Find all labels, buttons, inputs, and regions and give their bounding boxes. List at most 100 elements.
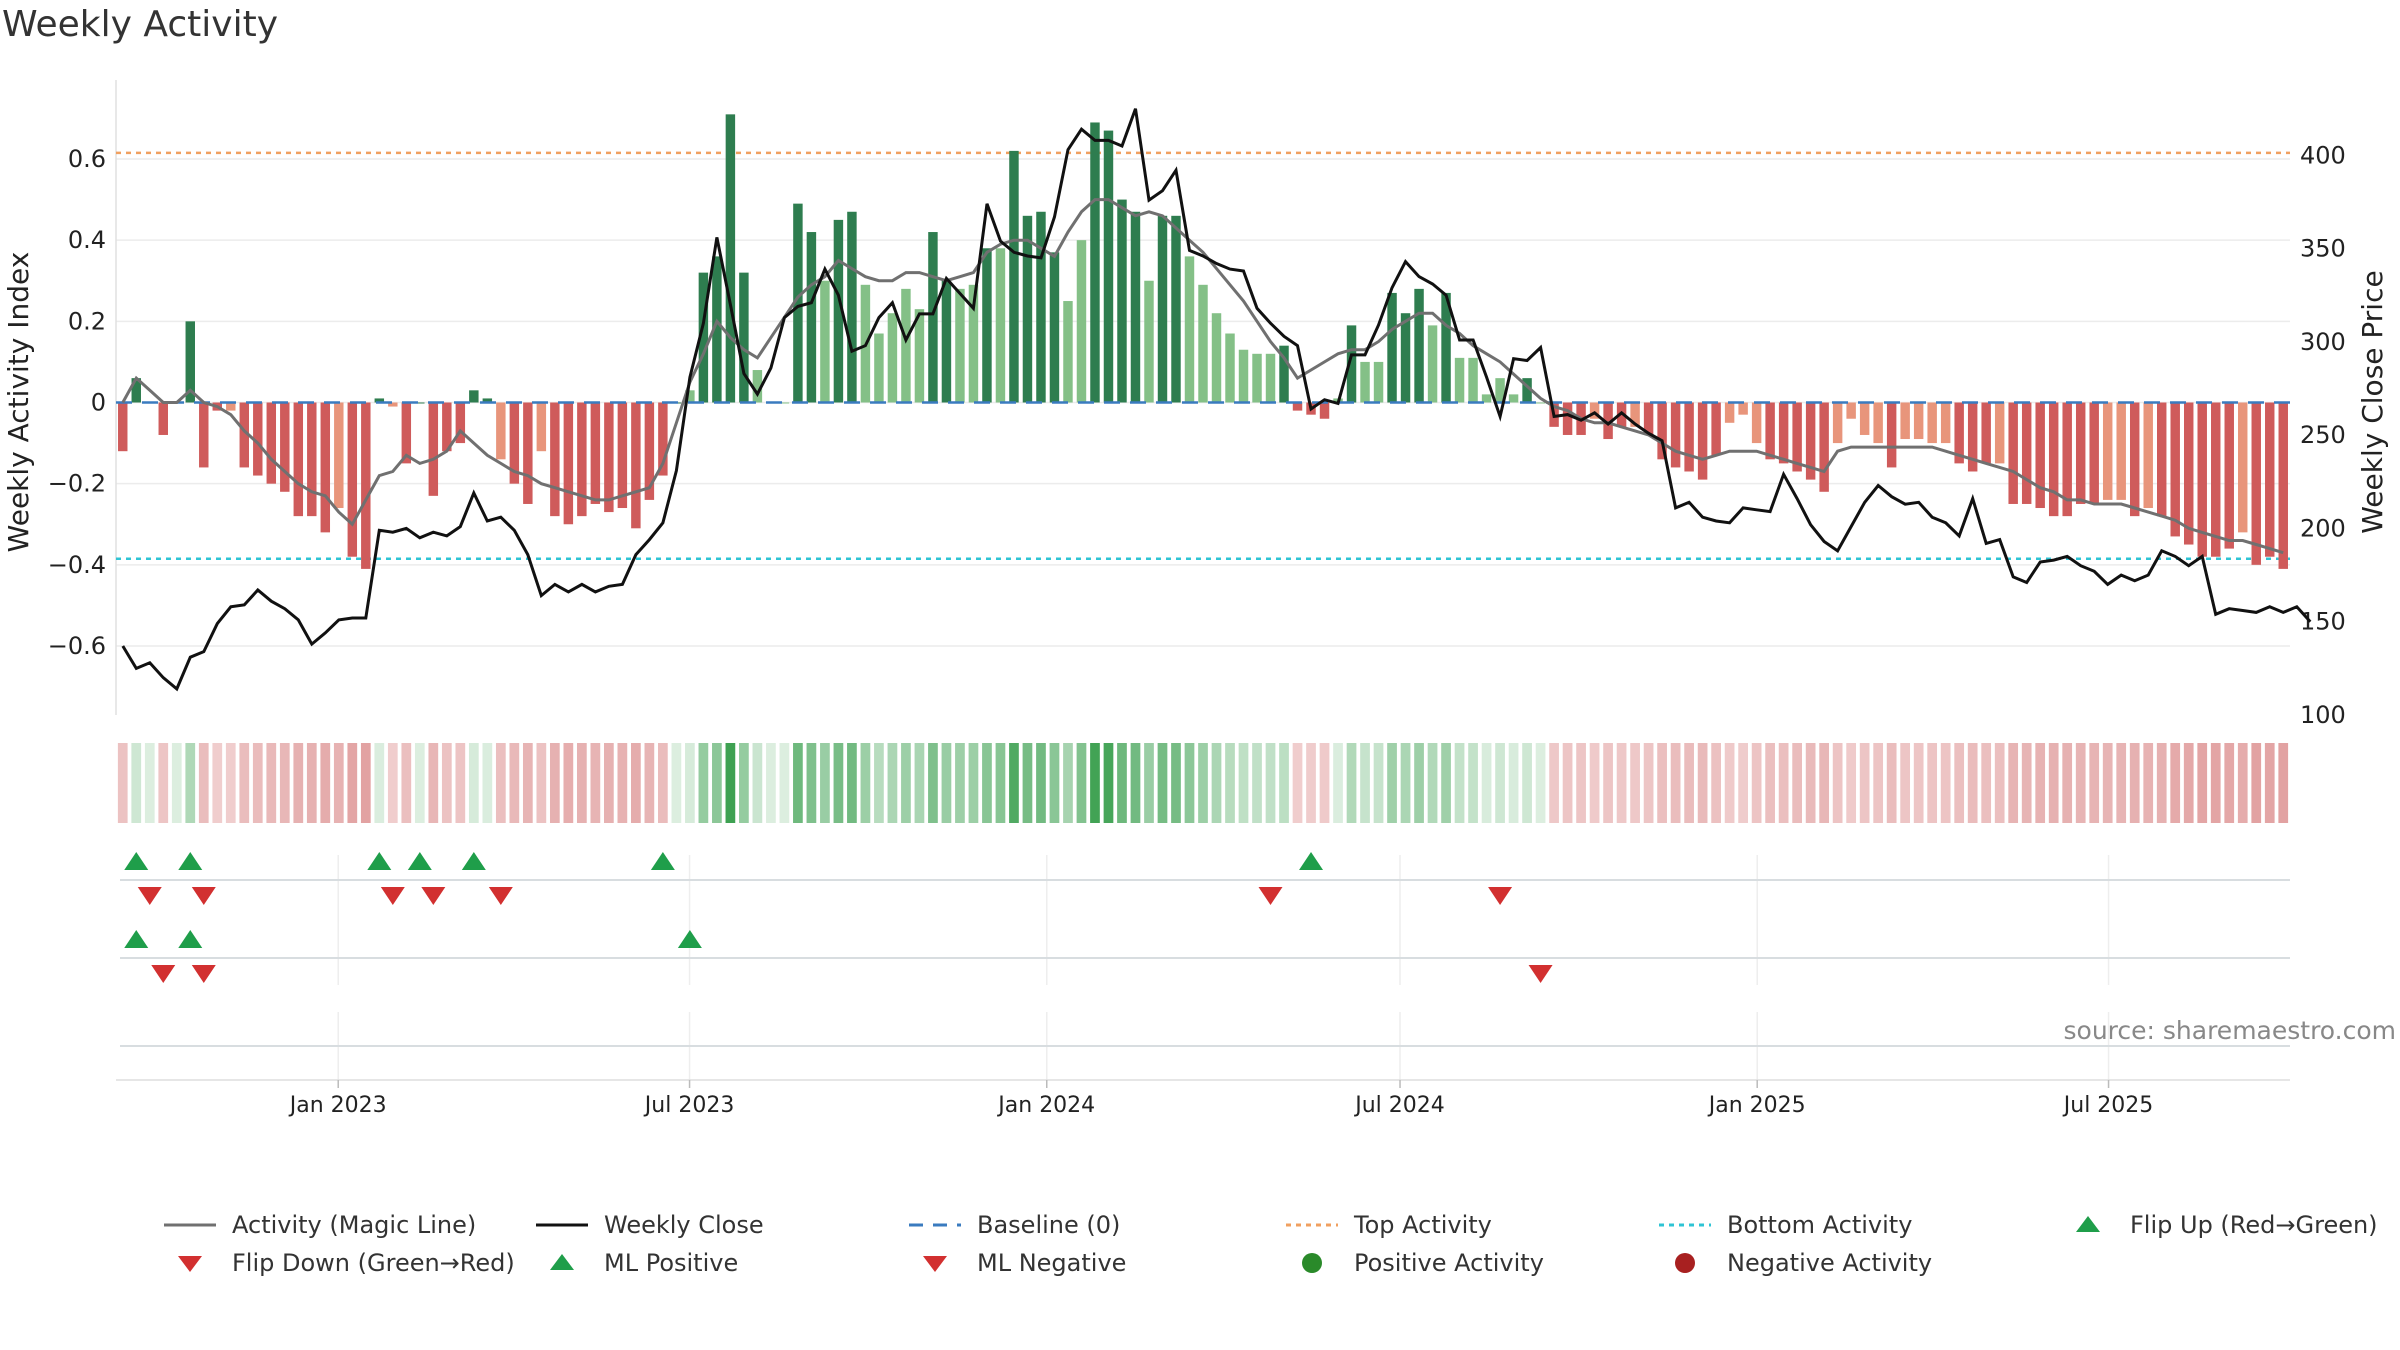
heat-strip-cell [549,743,560,823]
activity-bar [1967,402,1978,472]
activity-bar [1009,150,1019,403]
activity-bar [2102,402,2113,500]
activity-bar [955,288,965,403]
heat-strip-cell [1468,743,1478,823]
legend-swatch-icon [1282,1248,1342,1278]
activity-bar [1157,215,1168,403]
heat-strip-cell [2129,743,2140,823]
x-tick-label: Jan 2025 [1707,1093,1806,1118]
activity-bar [1144,280,1154,403]
activity-bar [401,402,412,464]
activity-bar [1252,353,1262,403]
chart-title: Weekly Activity [2,4,279,45]
legend-item-baseline: Baseline (0) [905,1206,1120,1244]
heat-strip-cell [2183,743,2194,823]
activity-bar [2278,402,2288,569]
activity-bar [928,232,938,403]
heat-strip-cell [982,743,992,823]
activity-bar [2211,402,2221,557]
activity-bar [1643,402,1654,435]
heat-strip-cell [1751,743,1762,823]
flip-down-marker [488,887,513,905]
heat-strip-cell [941,743,952,823]
heat-strip-cell [1252,743,1262,823]
heat-strip-cell [793,743,803,823]
activity-bar [1954,402,1964,464]
heat-strip-cell [631,743,641,823]
heat-strip-cell [347,743,358,823]
activity-bar [239,402,250,468]
activity-bar [1670,402,1681,468]
activity-bar [995,248,1006,403]
activity-bar [185,321,195,403]
heat-strip-cell [752,743,763,823]
heat-strip-cell [1063,743,1073,823]
legend-swatch-icon [905,1210,965,1240]
activity-bar [563,402,574,525]
x-tick-label: Jul 2023 [643,1093,735,1118]
activity-bar [779,402,790,404]
heat-strip-cell [1900,743,1911,823]
heat-strip-cell [1913,743,1924,823]
legend-item-top: Top Activity [1282,1206,1492,1244]
heat-strip-cell [1454,743,1465,823]
heat-strip-cell [914,743,925,823]
activity-bar [118,402,128,452]
heat-strip-cell [1009,743,1019,823]
heat-strip-cell [1306,743,1316,823]
y-right-tick-label: 400 [2300,141,2346,169]
x-tick-label: Jul 2025 [2062,1093,2154,1118]
flip-down-marker [1258,887,1283,905]
activity-bar [1778,402,1789,464]
heat-strip-cell [360,743,371,823]
heat-strip-cell [658,743,668,823]
activity-bar [2170,402,2180,537]
activity-bar [334,402,344,509]
activity-bar [1630,402,1640,427]
y-right-tick-label: 350 [2300,235,2346,263]
heat-strip-cell [1535,743,1546,823]
heat-strip-cell [2102,743,2113,823]
activity-bar [1346,325,1357,403]
heat-strip-cell [212,743,223,823]
heat-strip-cell [2116,743,2127,823]
legend-label: Negative Activity [1727,1249,1933,1277]
heat-strip-cell [1495,743,1505,823]
activity-bar [1198,284,1208,403]
activity-bar [1657,402,1667,460]
activity-bar [2251,402,2261,565]
activity-bar [725,114,736,403]
heat-strip-cell [1778,743,1789,823]
y-left-tick-label: 0.6 [68,145,106,173]
activity-bar [847,211,857,403]
activity-bar [131,378,141,403]
heat-strip-cell [2224,743,2235,823]
legend-item-close: Weekly Close [532,1206,764,1244]
activity-bar [509,402,520,484]
heat-strip-cell [1643,743,1654,823]
activity-bar [1738,402,1748,415]
legend-swatch-icon [532,1210,592,1240]
activity-bar [968,284,979,403]
heat-strip-cell [779,743,790,823]
heat-strip-cell [1211,743,1222,823]
activity-bar [1103,130,1114,403]
heat-strip-cell [414,743,425,823]
activity-bar [2048,402,2059,517]
activity-bar [469,390,479,403]
heat-strip-cell [820,743,830,823]
heat-strip-cell [1279,743,1289,823]
activity-bar [1454,357,1465,403]
flip-down-marker [421,887,446,905]
legend-label: Flip Down (Green→Red) [232,1249,515,1277]
y-left-axis-label: Weekly Activity Index [2,252,35,553]
activity-bar [536,402,547,452]
heat-strip-cell [225,743,236,823]
legend-label: Activity (Magic Line) [232,1211,477,1239]
flip-up-marker [407,852,432,870]
heat-strip-cell [604,743,614,823]
heat-strip-cell [617,743,628,823]
activity-bar [482,398,493,403]
heat-strip-cell [1562,743,1573,823]
activity-bar [2224,402,2234,549]
